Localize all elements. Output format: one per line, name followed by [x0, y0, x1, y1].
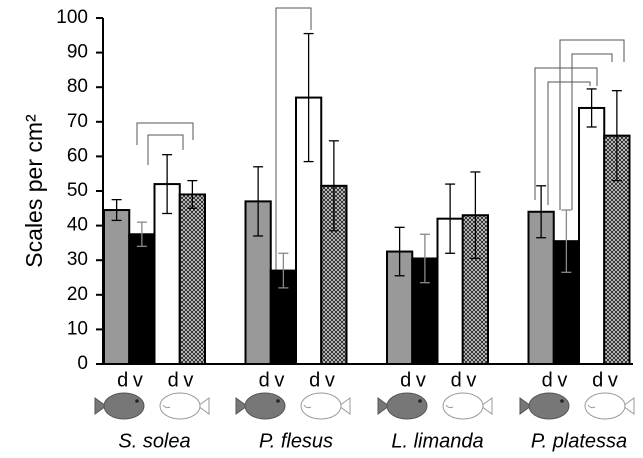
error-bar — [611, 90, 622, 182]
y-tick-label: 60 — [67, 145, 88, 166]
fish-icon — [519, 392, 570, 420]
significance-brackets — [136, 7, 625, 350]
bar-sub-label: v — [133, 369, 143, 391]
bar-sub-label: v — [466, 369, 476, 391]
error-bar — [136, 221, 147, 248]
y-tick-label: 10 — [67, 318, 88, 339]
fish-icon — [584, 392, 635, 420]
bar-sub-label: d — [400, 369, 411, 391]
y-tick-label: 0 — [77, 353, 88, 374]
error-bar — [253, 166, 264, 237]
bar-sub-label: v — [325, 369, 335, 391]
bar — [178, 193, 206, 365]
category-label: P. platessa — [531, 430, 627, 452]
error-bar — [470, 171, 481, 260]
error-bar — [561, 209, 572, 273]
bracket — [571, 53, 613, 210]
bar-sub-label: d — [592, 369, 603, 391]
bar-sub-label: v — [183, 369, 193, 391]
y-tick-label: 20 — [67, 284, 88, 305]
bar — [578, 106, 606, 366]
bar-sub-label: v — [274, 369, 284, 391]
bracket — [559, 39, 625, 210]
bar-sub-label: d — [117, 369, 128, 391]
y-tick-label: 70 — [67, 111, 88, 132]
y-tick-label: 40 — [67, 215, 88, 236]
fish-icon — [442, 392, 493, 420]
fish-icon — [377, 392, 428, 420]
category-label: S. solea — [118, 430, 190, 452]
bar-sub-label: d — [451, 369, 462, 391]
error-bar — [278, 252, 289, 289]
fish-icons — [94, 392, 635, 420]
error-bar — [111, 198, 122, 222]
y-tick-label: 30 — [67, 249, 88, 270]
fish-icon — [300, 392, 351, 420]
y-axis-label: Scales per cm² — [21, 114, 47, 268]
y-tick-label: 100 — [56, 7, 88, 28]
bracket — [136, 122, 194, 145]
bracket — [147, 134, 184, 165]
bar — [128, 233, 156, 365]
bracket — [275, 7, 312, 350]
y-tick-label: 90 — [67, 42, 88, 63]
error-bar — [328, 140, 339, 232]
error-bar — [303, 32, 314, 163]
bracket — [547, 81, 591, 205]
error-bar — [187, 179, 198, 209]
category-label: L. limanda — [391, 430, 483, 452]
bar-sub-label: d — [542, 369, 553, 391]
fish-icon — [159, 392, 210, 420]
y-tick-label: 80 — [67, 76, 88, 97]
bar-sub-label: d — [168, 369, 179, 391]
bar-sub-label: v — [608, 369, 618, 391]
bar-sub-label: d — [259, 369, 270, 391]
fish-icon — [235, 392, 286, 420]
bar-sub-label: v — [416, 369, 426, 391]
error-bar — [445, 183, 456, 254]
error-bar — [536, 185, 547, 239]
error-bar — [419, 233, 430, 284]
category-label: P. flesus — [259, 430, 333, 452]
error-bar — [394, 226, 405, 277]
error-bar — [586, 88, 597, 128]
bar — [103, 209, 131, 365]
error-bar — [162, 154, 173, 215]
y-tick-label: 50 — [67, 180, 88, 201]
fish-icon — [94, 392, 145, 420]
bracket — [534, 67, 598, 200]
bar-sub-label: v — [557, 369, 567, 391]
bar-sub-label: d — [309, 369, 320, 391]
